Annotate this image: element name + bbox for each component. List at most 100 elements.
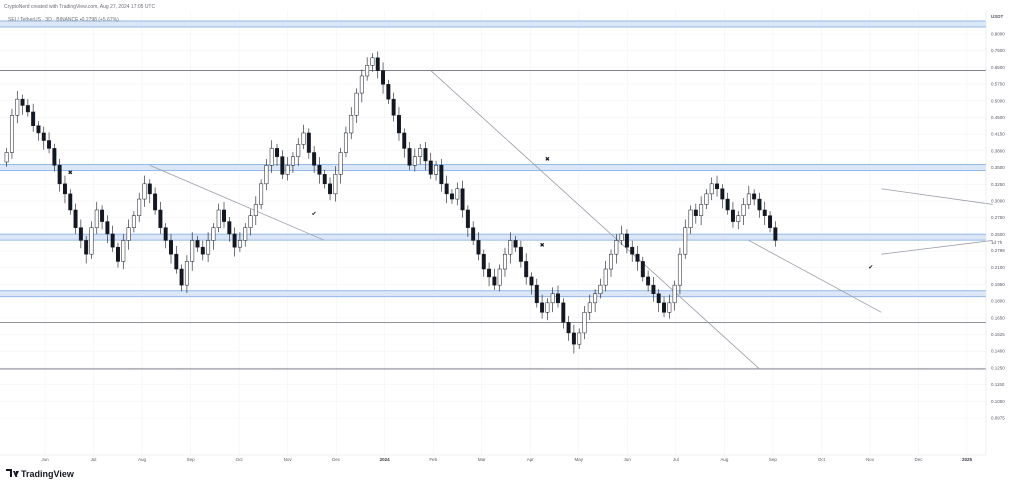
candle: [402, 128, 407, 158]
candle-body: [147, 183, 152, 195]
candle: [725, 192, 730, 215]
candle-body: [396, 115, 401, 134]
candle: [248, 209, 253, 236]
price-tick-label: 0.9000: [991, 32, 1005, 37]
candle-body: [423, 148, 428, 162]
tradingview-logo-text: TradingView: [21, 469, 75, 479]
time-tick-label: Jul: [91, 457, 97, 462]
candle-body: [465, 209, 470, 228]
candle: [762, 201, 767, 226]
price-tick-label: 0.2750: [991, 215, 1005, 220]
candle: [15, 91, 20, 124]
candle-body: [656, 293, 661, 304]
candle-body: [306, 132, 311, 153]
candle-body: [232, 233, 237, 248]
candle-body: [94, 209, 99, 228]
candle: [253, 196, 258, 226]
candle: [460, 180, 465, 218]
candle-body: [439, 165, 444, 185]
support-resistance-zone: [0, 234, 986, 241]
candle: [524, 253, 529, 285]
candle: [471, 221, 476, 246]
candle: [768, 211, 773, 233]
candle: [375, 51, 380, 79]
candle: [116, 242, 120, 268]
candle: [343, 126, 348, 158]
candle-body: [25, 105, 30, 113]
candle: [598, 278, 603, 299]
time-axis[interactable]: Jun Jul Aug Sep Oct Nov Dec 2024 Feb Mar Apr May Jun…: [41, 457, 972, 462]
candle-body: [253, 204, 258, 216]
candle-body: [540, 302, 545, 313]
candle-body: [386, 84, 391, 100]
candle: [683, 219, 688, 259]
candle: [280, 150, 285, 180]
candle-body: [603, 268, 608, 286]
time-tick-label: 2025: [962, 457, 973, 462]
candle-body: [381, 70, 386, 85]
candle: [20, 94, 25, 115]
candle: [439, 158, 444, 192]
candle: [677, 247, 682, 295]
check-marker-icon: ✔: [312, 212, 317, 218]
candle: [476, 232, 481, 261]
candle-body: [20, 98, 25, 106]
candle: [259, 179, 264, 210]
candle-body: [412, 156, 417, 166]
time-tick-label: Sep: [187, 457, 196, 462]
candle: [365, 57, 370, 81]
tradingview-logo[interactable]: TradingView: [6, 469, 75, 479]
candle: [513, 235, 518, 252]
candle-body: [47, 140, 52, 149]
candle-body: [640, 261, 645, 278]
candle-body: [662, 302, 666, 313]
candle-body: [73, 209, 78, 228]
candle-body: [343, 132, 348, 153]
candle: [492, 268, 497, 290]
candle-body: [566, 322, 571, 334]
candle: [222, 201, 226, 228]
candle-body: [89, 227, 94, 255]
candle-body: [518, 246, 523, 262]
candle: [396, 107, 401, 141]
candle-body: [741, 204, 746, 216]
price-tick-label: 0.4500: [991, 115, 1005, 120]
horizontal-levels: [0, 20, 986, 370]
candle-body: [561, 302, 566, 323]
candle-body: [534, 284, 539, 304]
time-tick-label: Aug: [720, 457, 729, 462]
candle: [487, 262, 492, 287]
candle: [322, 169, 327, 189]
candle-body: [57, 165, 62, 185]
candle-body: [84, 240, 89, 255]
candle-body: [444, 183, 449, 195]
candle: [68, 189, 73, 215]
candle: [423, 142, 428, 171]
candle-body: [455, 188, 460, 200]
candle: [9, 108, 14, 159]
candle-body: [667, 302, 672, 313]
candle: [359, 69, 364, 103]
current-countdown: 1d 7h: [991, 240, 1003, 245]
candle-body: [259, 183, 264, 205]
time-tick-label: Apr: [527, 457, 535, 462]
candle: [715, 175, 720, 197]
candle: [428, 152, 433, 180]
candle: [518, 240, 523, 268]
candle-body: [556, 293, 560, 304]
candle-body: [736, 215, 741, 222]
candle-body: [126, 227, 131, 241]
current-price-tag: [987, 247, 1017, 254]
price-tick-label: 0.3500: [991, 165, 1005, 170]
candle-body: [757, 198, 762, 211]
time-tick-label: Feb: [429, 457, 437, 462]
candle: [571, 324, 576, 354]
candle-body: [227, 221, 232, 235]
support-resistance-zone: [0, 290, 986, 297]
candle-body: [407, 148, 412, 166]
candle-body: [9, 115, 14, 153]
candle-body: [672, 284, 677, 304]
candle: [556, 285, 560, 308]
